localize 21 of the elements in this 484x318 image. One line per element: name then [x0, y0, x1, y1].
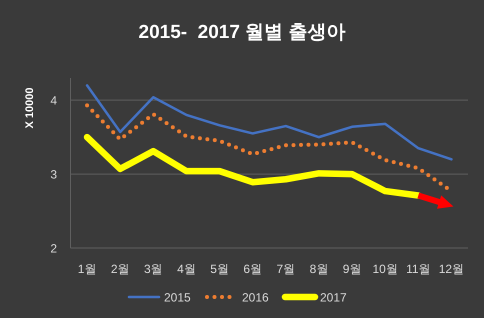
line-series [86, 84, 453, 161]
x-tick-label: 6월 [243, 262, 262, 276]
x-tick-label: 11월 [406, 262, 431, 276]
x-tick-label: 12월 [438, 262, 464, 276]
x-tick-label: 3월 [144, 262, 163, 276]
y-tick-label: 4 [50, 94, 58, 108]
x-tick-label: 2월 [110, 262, 130, 276]
y-axis-title: X 10000 [24, 88, 36, 128]
y-tick-label: 2 [50, 242, 58, 256]
x-tick-label: 4월 [177, 262, 196, 276]
x-tick-label: 10월 [372, 262, 398, 276]
y-tick-label: 3 [50, 168, 58, 182]
legend-label: 2016 [242, 290, 270, 304]
x-tick-label: 7월 [276, 262, 296, 276]
legend-label: 2017 [320, 290, 348, 304]
x-tick-label: 9월 [342, 262, 362, 276]
legend-label: 2015 [164, 290, 192, 304]
x-tick-label: 8월 [310, 262, 328, 276]
x-tick-label: 5월 [210, 262, 229, 276]
chart-title: 2015- 2017 월별 출생아 [138, 22, 346, 43]
x-tick-label: 1월 [78, 262, 96, 276]
